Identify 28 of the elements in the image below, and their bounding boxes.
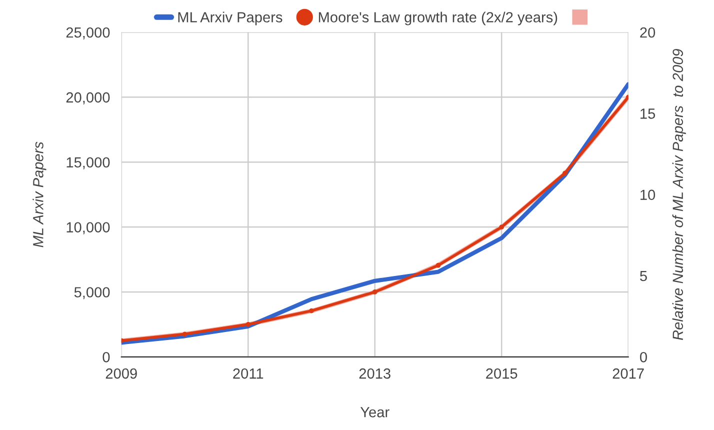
point — [182, 332, 188, 337]
point — [436, 262, 441, 268]
y2-axis-title: Relative Number of ML Arxiv Papers to 2009 — [672, 48, 686, 340]
y-tick-label: 5,000 — [74, 287, 110, 300]
y-tick-label: 15,000 — [66, 157, 110, 170]
point — [562, 170, 568, 176]
y-tick-label: 25,000 — [66, 27, 110, 40]
x-tick-label: 2011 — [233, 368, 264, 379]
point — [246, 322, 251, 327]
y2-tick-label: 10 — [640, 190, 656, 200]
point — [309, 308, 314, 314]
x-axis-title: Year — [360, 407, 390, 418]
y2-tick-label: 20 — [640, 27, 656, 38]
y-tick-label: 0 — [102, 352, 110, 362]
y-tick-label: 20,000 — [66, 92, 110, 104]
legend-label: Moore's Law growth rate (2x/2 years) — [318, 12, 558, 26]
x-tick-label: 2013 — [359, 368, 390, 379]
legend-label: ML Arxiv Papers — [178, 12, 282, 26]
y2-tick-label: 5 — [640, 270, 647, 282]
y2-tick-label: 15 — [640, 108, 656, 119]
x-tick-label: 2017 — [612, 368, 644, 379]
x-tick-label: 2015 — [486, 368, 518, 379]
point — [499, 224, 504, 230]
x-tick-label: 2009 — [106, 368, 137, 379]
y-axis-title: ML Arxiv Papers — [32, 142, 46, 248]
y2-tick-label: 0 — [640, 352, 647, 362]
y-tick-label: 10,000 — [66, 222, 110, 234]
point — [372, 290, 378, 294]
